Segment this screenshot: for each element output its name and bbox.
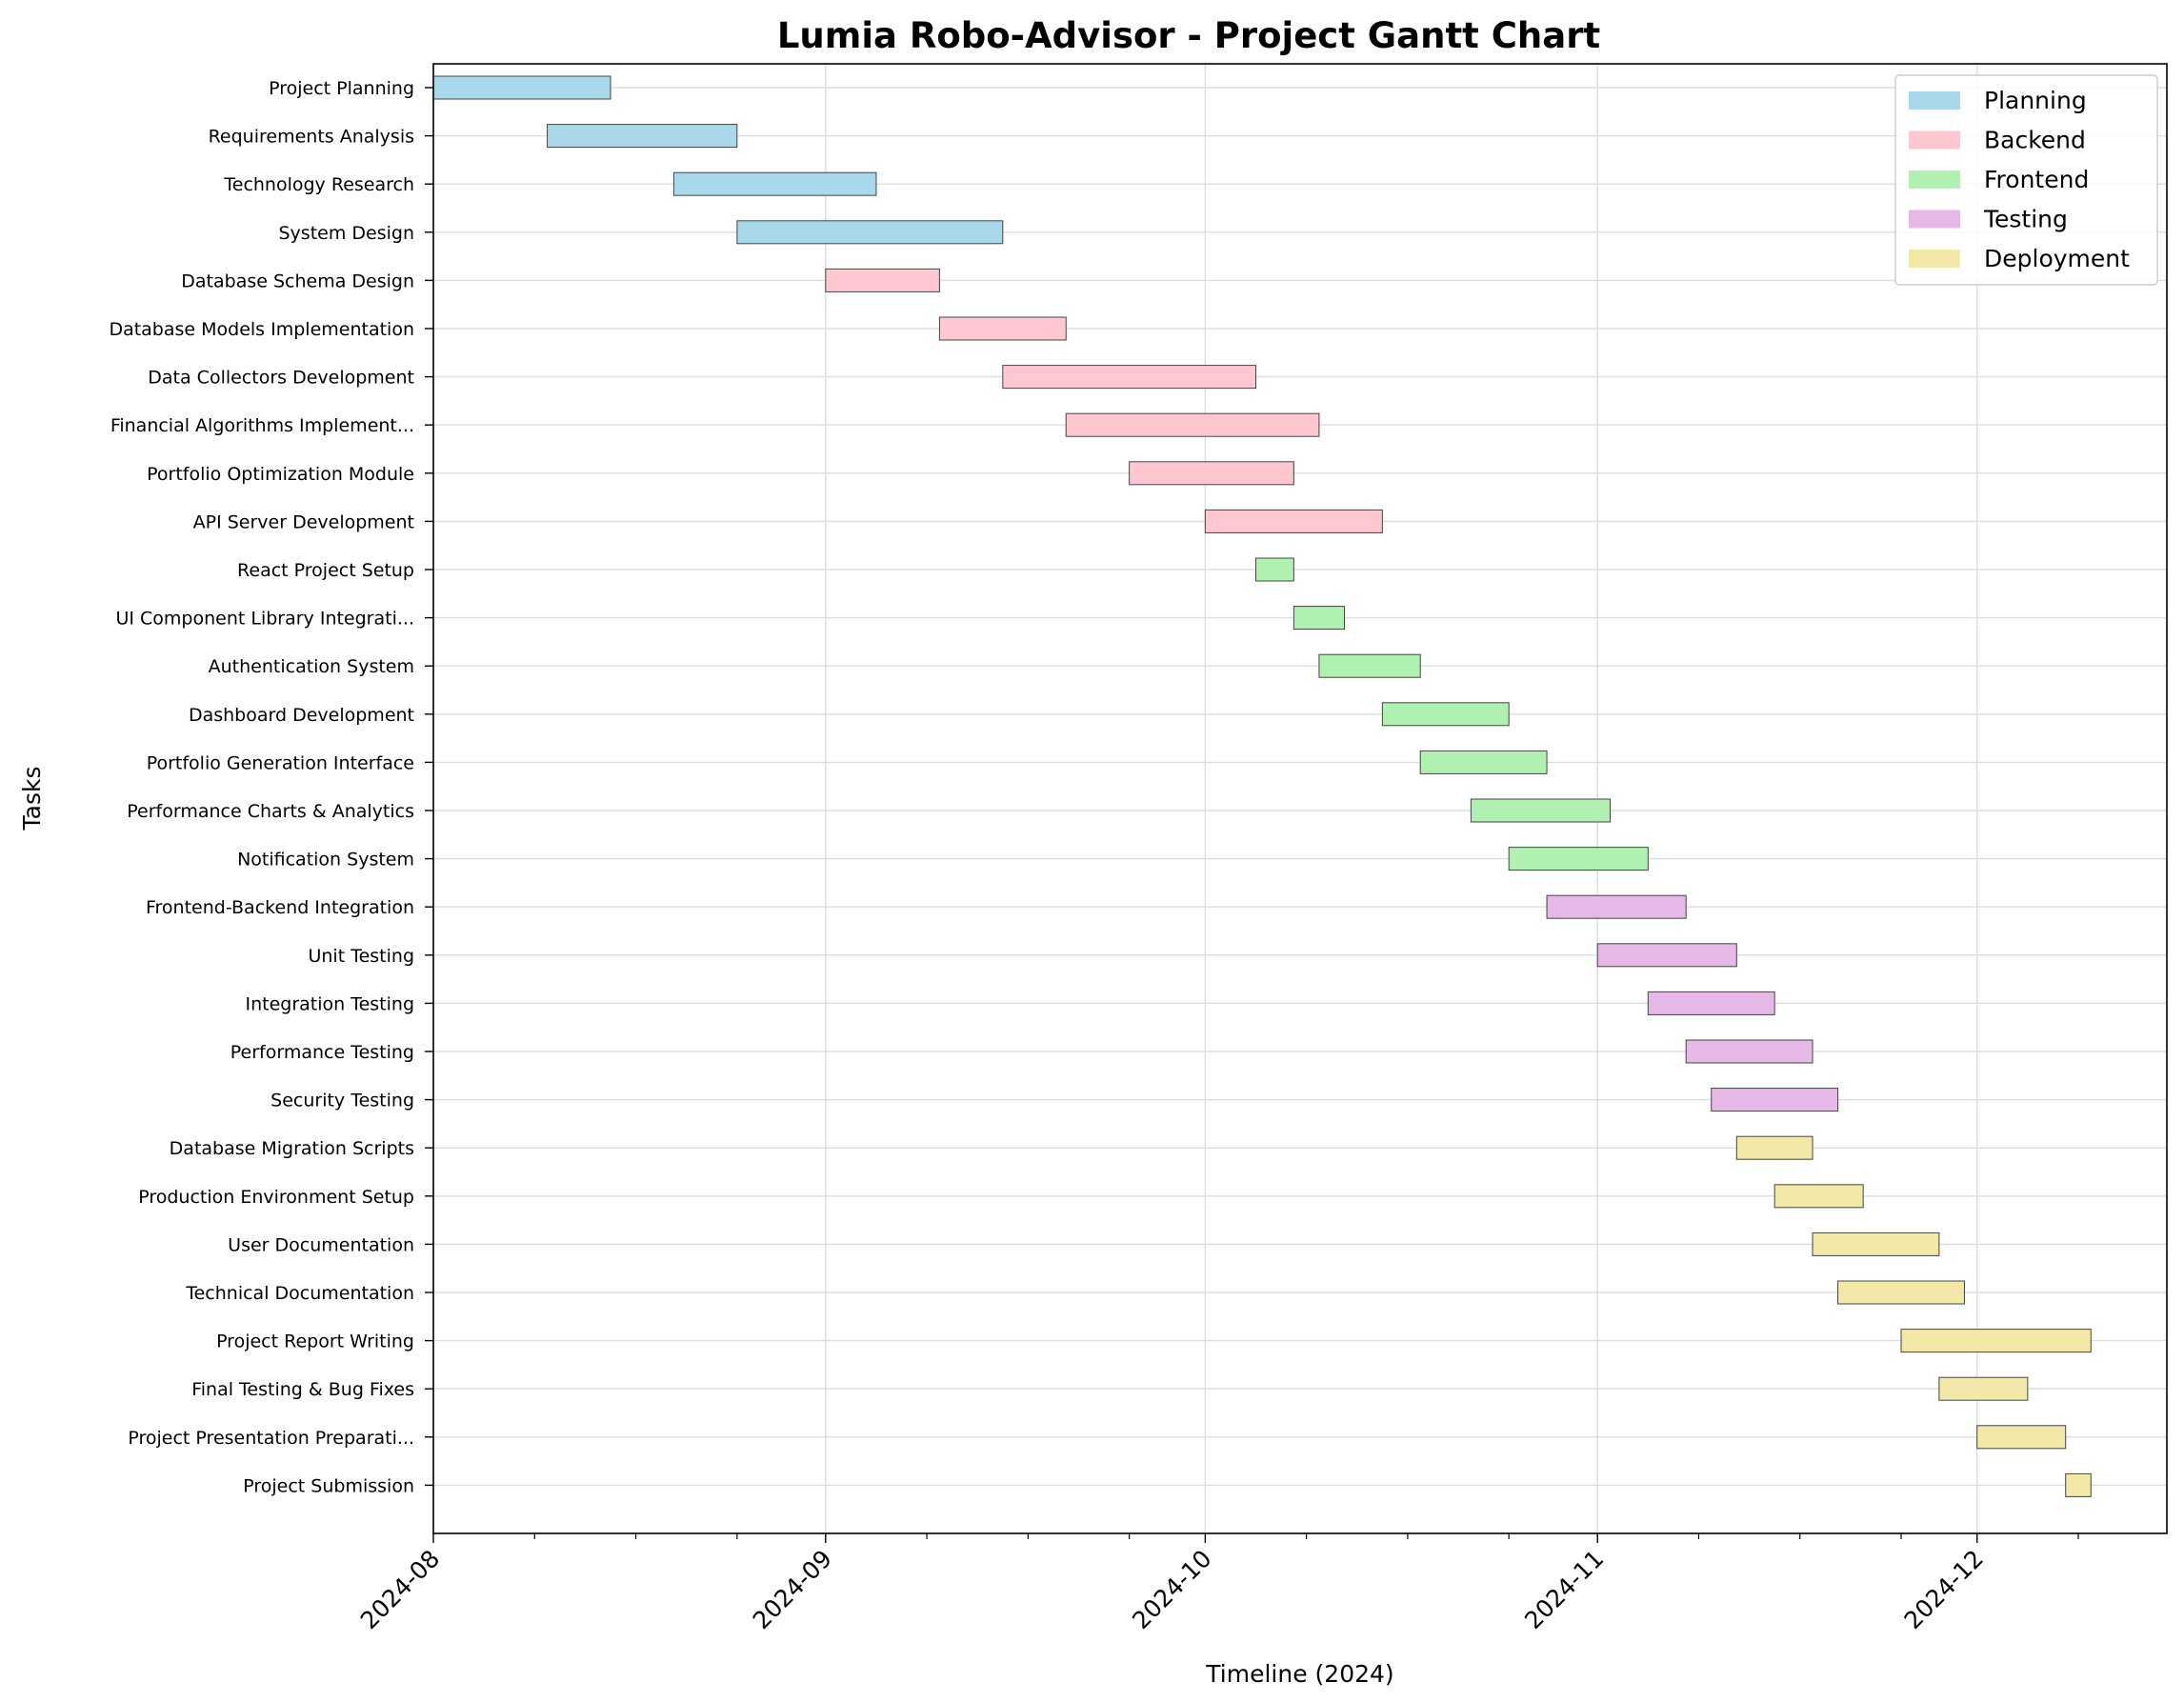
task-label: Final Testing & Bug Fixes [191,1379,414,1400]
task-label: Unit Testing [308,946,414,967]
legend-label: Frontend [1984,166,2089,193]
legend-label: Deployment [1984,245,2130,272]
task-bar [1002,365,1257,390]
legend-swatch [1909,91,1960,110]
legend-swatch [1909,250,1960,268]
task-bar [672,171,877,196]
legend-swatch [1909,130,1960,150]
task-bar [1470,798,1611,823]
task-bar [1900,1329,2092,1353]
task-label: Dashboard Development [189,705,414,726]
task-label: Portfolio Optimization Module [147,464,414,485]
task-label: Technical Documentation [185,1283,414,1304]
task-bar [1711,1088,1839,1112]
task-bar [432,75,611,100]
task-label: React Project Setup [237,560,414,581]
task-label: Authentication System [209,656,414,677]
task-bar [1596,943,1737,968]
task-bars [432,75,2092,1497]
task-label: Security Testing [270,1091,414,1111]
task-bar [2065,1472,2092,1497]
task-bar [938,316,1067,341]
y-axis-label: Tasks [18,767,46,831]
task-bar [1735,1135,1813,1160]
task-bar [1508,847,1649,871]
task-label: Requirements Analysis [209,127,414,148]
task-label: API Server Development [193,511,414,532]
task-label: Project Planning [269,78,414,99]
task-bar [1773,1184,1864,1209]
task-bar [1812,1231,1940,1256]
task-bar [736,220,1004,245]
task-label: Project Presentation Preparati... [128,1428,414,1449]
task-label: Frontend-Backend Integration [146,897,414,918]
task-label: Database Models Implementation [109,319,414,340]
task-label: Database Schema Design [181,270,414,291]
task-label: Notification System [237,850,414,871]
task-label: Performance Charts & Analytics [127,801,414,822]
task-bar [1938,1376,2029,1401]
legend-swatch [1909,210,1960,229]
task-label: Production Environment Setup [138,1187,414,1208]
task-bar [1204,509,1383,533]
chart-title: Lumia Robo-Advisor - Project Gantt Chart [777,15,1600,56]
task-label: Financial Algorithms Implement... [110,415,414,436]
task-label: Portfolio Generation Interface [147,752,414,773]
y-axis: Project Planning Requirements Analysis Tec… [109,78,433,1496]
task-bar [547,124,738,149]
task-bar [1381,702,1510,727]
task-bar [1419,750,1548,774]
task-label: Project Report Writing [216,1332,414,1352]
legend-frame [1894,74,2158,286]
task-label: Project Submission [243,1475,414,1496]
task-bar [1255,557,1294,582]
task-label: Integration Testing [245,993,414,1014]
task-bar [1546,894,1687,919]
task-bar [1685,1039,1813,1064]
legend-label: Testing [1983,206,2068,233]
task-bar [1129,461,1294,486]
task-label: User Documentation [228,1234,414,1255]
task-bar [1647,991,1775,1015]
task-bar [1292,606,1345,631]
task-bar [1318,653,1421,678]
task-label: UI Component Library Integrati... [115,609,414,630]
plot-frame [432,63,2168,1534]
task-bar [1976,1425,2067,1450]
task-label: Data Collectors Development [148,368,414,389]
legend-label: Backend [1984,127,2086,154]
legend-swatch [1909,170,1960,189]
task-label: Performance Testing [230,1042,414,1063]
task-label: System Design [279,223,415,244]
task-label: Technology Research [223,174,414,195]
x-axis-label: Timeline (2024) [1205,1660,1393,1688]
legend-label: Planning [1984,87,2087,114]
task-bar [825,268,940,292]
legend: Planning Backend Frontend Testing Deployment [1894,74,2158,286]
task-label: Database Migration Scripts [170,1138,414,1159]
task-bar [1837,1280,1965,1305]
task-bar [1065,412,1320,437]
